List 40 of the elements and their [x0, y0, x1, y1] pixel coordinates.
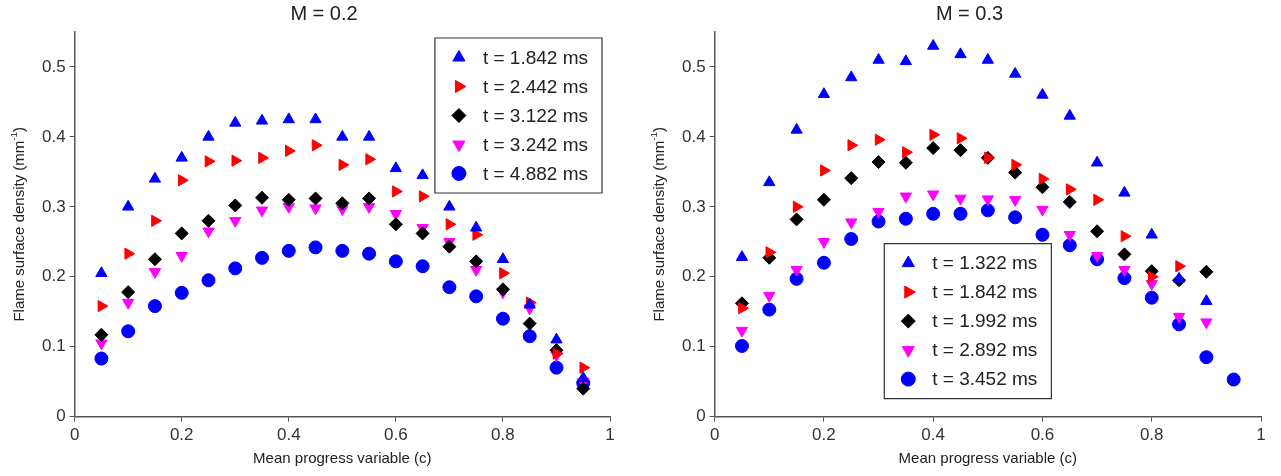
x-tick-label: 0.6 [1030, 425, 1055, 445]
x-tick-label: 0 [709, 425, 720, 445]
x-tick-label: 0.6 [384, 425, 408, 445]
y-tick-label: 0.1 [41, 336, 66, 356]
x-tick-label: 0.4 [921, 425, 945, 445]
chart-title: M = 0.2 [290, 1, 358, 24]
x-tick-label: 0.4 [276, 425, 301, 445]
chart-title: M = 0.3 [935, 1, 1004, 24]
y-tick-label: 0.5 [41, 56, 66, 76]
y-axis-title: Flame surface density (mm-1) [7, 127, 28, 322]
legend-label: t = 1.842 ms [932, 281, 1038, 303]
y-tick-label: 0.2 [41, 266, 66, 286]
y-tick-label: 0.4 [681, 126, 706, 146]
legend-label: t = 1.322 ms [932, 252, 1038, 274]
y-tick-label: 0.5 [681, 56, 706, 76]
x-tick-label: 0 [69, 425, 80, 445]
x-tick-label: 0.8 [491, 425, 515, 445]
x-axis-title: Mean progress variable (c) [253, 449, 432, 467]
x-tick-label: 0.2 [812, 425, 836, 445]
y-tick-label: 0.2 [681, 266, 706, 286]
x-tick-label: 0.8 [1139, 425, 1164, 445]
legend-label: t = 3.122 ms [482, 104, 589, 126]
y-tick-label: 0 [56, 406, 66, 426]
legend-label: t = 1.992 ms [932, 310, 1038, 332]
y-tick-label: 0.1 [681, 336, 706, 356]
legend-label: t = 4.882 ms [482, 162, 589, 184]
x-tick-label: 1 [605, 425, 615, 445]
x-axis-title: Mean progress variable (c) [898, 449, 1078, 467]
x-tick-label: 0.2 [169, 425, 194, 445]
y-tick-label: 0 [696, 406, 706, 426]
legend-label: t = 1.842 ms [482, 46, 589, 68]
x-tick-label: 1 [1256, 425, 1266, 445]
legend-label: t = 3.452 ms [932, 368, 1038, 390]
legend-label: t = 2.442 ms [482, 75, 589, 97]
y-axis-title: Flame surface density (mm-1) [647, 127, 668, 322]
legend-label: t = 3.242 ms [482, 133, 589, 155]
y-tick-label: 0.3 [41, 196, 66, 216]
y-tick-label: 0.3 [681, 196, 706, 216]
legend-label: t = 2.892 ms [932, 339, 1038, 361]
y-tick-label: 0.4 [41, 126, 66, 146]
